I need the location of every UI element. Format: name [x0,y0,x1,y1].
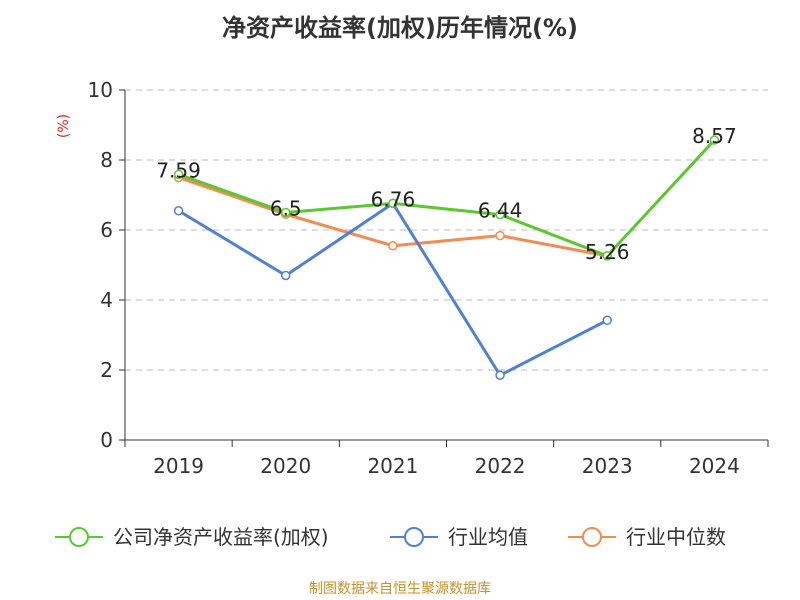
source-footer: 制图数据来自恒生聚源数据库 [309,581,491,597]
y-tick-label: 2 [100,358,113,382]
data-point [388,198,398,209]
legend-swatch-marker [69,527,89,547]
y-tick-label: 4 [100,288,113,312]
grid-lines [125,89,768,371]
data-point [495,230,505,241]
data-point [281,270,291,281]
legend: 公司净资产收益率(加权) 行业均值 行业中位数 [55,525,726,549]
y-axis-unit-label: (%) [56,114,72,138]
x-tick-label: 2020 [260,454,311,478]
data-point [281,207,291,218]
series-line [178,139,716,258]
data-label: 6.5 [270,197,302,221]
axes: 0 2 4 6 8 10 2019 2020 2021 2022 2023 2024 [88,78,769,478]
data-labels: 7.59 6.5 6.76 6.44 5.26 8.57 [156,124,736,264]
legend-swatch-marker [404,527,424,547]
data-point [495,370,505,380]
legend-label: 行业中位数 [626,525,726,549]
data-point [173,169,184,180]
data-label: 7.59 [156,158,201,182]
y-tick-label: 8 [100,148,113,172]
y-tick-label: 6 [100,218,113,242]
x-tick-label: 2019 [153,454,204,478]
data-label: 6.76 [371,187,416,211]
data-point [602,251,612,261]
data-point [173,206,184,216]
chart-title: 净资产收益率(加权)历年情况(%) [222,14,578,42]
data-point [388,241,398,251]
series-line [177,201,608,377]
x-tick-label: 2021 [367,454,418,478]
legend-swatch-marker [582,527,602,547]
legend-label: 行业均值 [448,525,528,549]
series-lines [173,135,720,380]
data-label: 6.44 [478,199,523,223]
data-point [709,135,720,145]
data-label: 8.57 [692,124,737,148]
x-tick-label: 2023 [582,454,633,478]
data-label: 5.26 [585,240,630,264]
y-tick-label: 10 [88,78,113,102]
x-tick-label: 2022 [475,454,526,478]
legend-label: 公司净资产收益率(加权) [113,525,329,549]
x-tick-label: 2024 [689,454,740,478]
data-point [602,315,612,326]
y-tick-label: 0 [100,428,113,452]
data-point [495,209,505,220]
